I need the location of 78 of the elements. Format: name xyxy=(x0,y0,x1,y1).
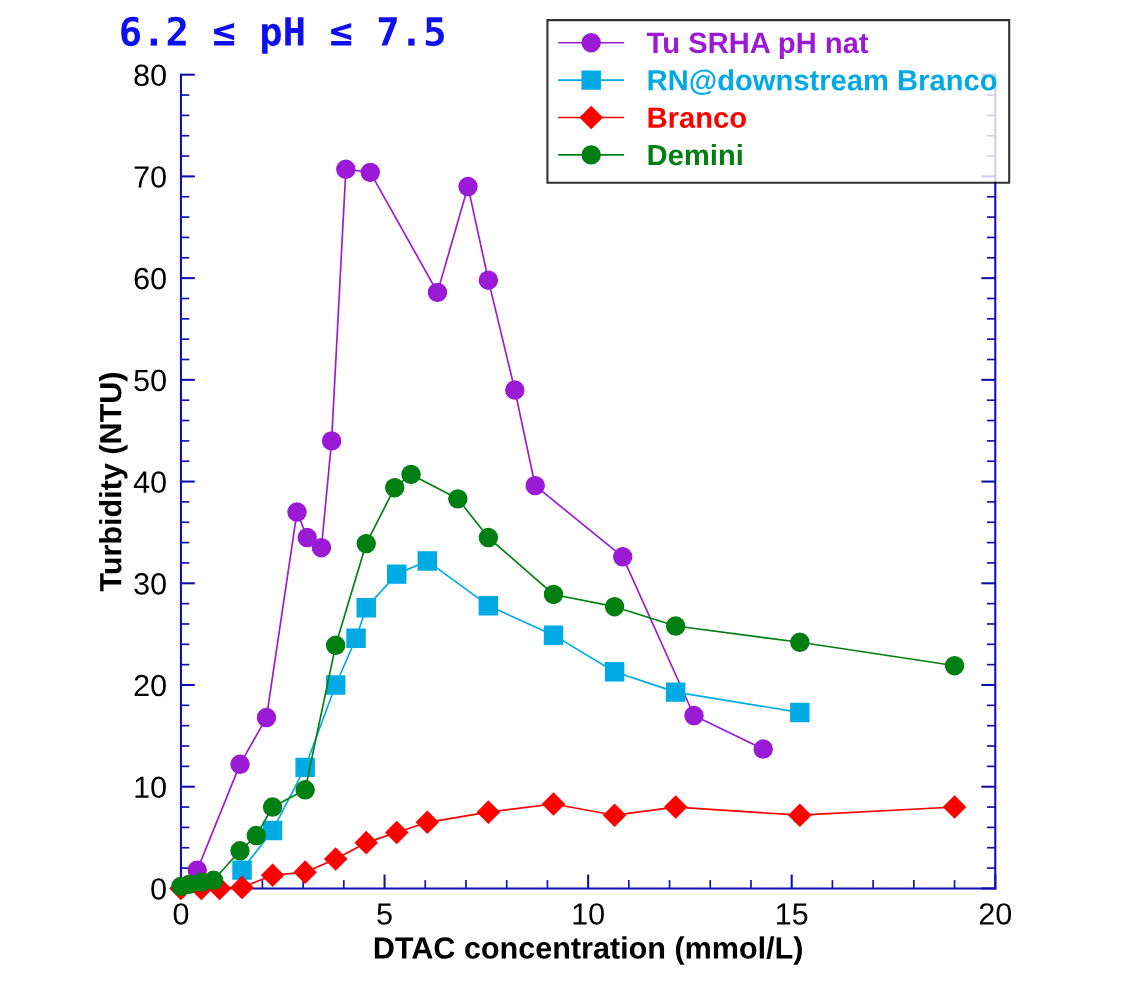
x-tick-label: 0 xyxy=(173,903,189,925)
point xyxy=(790,702,810,723)
point xyxy=(415,810,439,834)
point xyxy=(665,616,686,636)
point xyxy=(476,800,500,824)
chart-title: 6.2 ≤ pH ≤ 7.5 xyxy=(121,16,444,54)
point xyxy=(478,527,499,548)
x-tick-label: 15 xyxy=(777,903,808,925)
point xyxy=(346,628,366,648)
y-tick-label: 20 xyxy=(134,674,166,697)
point xyxy=(604,662,625,682)
point xyxy=(325,675,346,695)
y-tick-label: 80 xyxy=(134,64,166,87)
point xyxy=(525,475,545,496)
point xyxy=(203,870,224,891)
point xyxy=(944,655,965,676)
point xyxy=(336,159,356,180)
point xyxy=(401,464,421,485)
point xyxy=(387,564,407,584)
legend-label: Demini xyxy=(648,143,742,166)
point xyxy=(230,754,250,775)
point xyxy=(478,595,499,616)
point xyxy=(262,797,283,817)
point xyxy=(427,282,448,303)
point xyxy=(354,831,378,855)
legend-label: RN@downstream Branco xyxy=(648,69,997,95)
point xyxy=(232,860,252,880)
point xyxy=(543,584,564,605)
point xyxy=(356,533,376,554)
y-tick-label: 70 xyxy=(134,166,166,188)
point xyxy=(321,431,342,451)
point xyxy=(230,875,254,899)
point xyxy=(684,705,704,726)
point xyxy=(293,860,317,884)
point xyxy=(384,477,405,498)
point xyxy=(603,803,627,827)
point xyxy=(448,489,468,509)
point xyxy=(788,803,812,827)
point xyxy=(261,863,285,887)
point xyxy=(324,847,348,871)
point xyxy=(943,795,967,819)
point xyxy=(458,176,478,197)
point xyxy=(613,547,633,567)
y-tick-label: 0 xyxy=(151,878,166,900)
point xyxy=(256,707,277,728)
y-tick-label: 10 xyxy=(135,776,166,799)
point xyxy=(417,551,438,571)
point xyxy=(246,825,267,846)
legend-label: Tu SRHA pH nat xyxy=(646,32,869,59)
point xyxy=(664,795,688,819)
y-tick-label: 30 xyxy=(134,573,166,595)
point xyxy=(753,739,773,759)
point xyxy=(478,270,499,290)
point xyxy=(604,596,625,617)
y-tick-label: 40 xyxy=(133,471,166,493)
point xyxy=(356,597,376,618)
y-tick-label: 50 xyxy=(134,369,166,392)
point xyxy=(297,527,317,548)
point xyxy=(665,682,686,702)
point xyxy=(295,757,315,778)
point xyxy=(230,841,250,861)
point xyxy=(385,820,409,844)
point xyxy=(505,380,525,400)
point xyxy=(311,537,332,558)
point xyxy=(790,632,810,653)
legend-label: Branco xyxy=(648,107,746,128)
y-tick-label: 60 xyxy=(134,267,166,290)
point xyxy=(542,792,566,816)
point xyxy=(295,780,315,800)
point xyxy=(287,502,307,522)
y-axis-title: Turbidity (NTU) xyxy=(99,373,128,592)
x-tick-label: 10 xyxy=(573,903,604,925)
point xyxy=(543,625,564,645)
x-axis-title: DTAC concentration (mmol/L) xyxy=(374,936,802,965)
x-tick-label: 20 xyxy=(979,903,1012,925)
x-tick-label: 5 xyxy=(377,903,392,925)
point xyxy=(325,635,346,656)
point xyxy=(360,162,381,183)
